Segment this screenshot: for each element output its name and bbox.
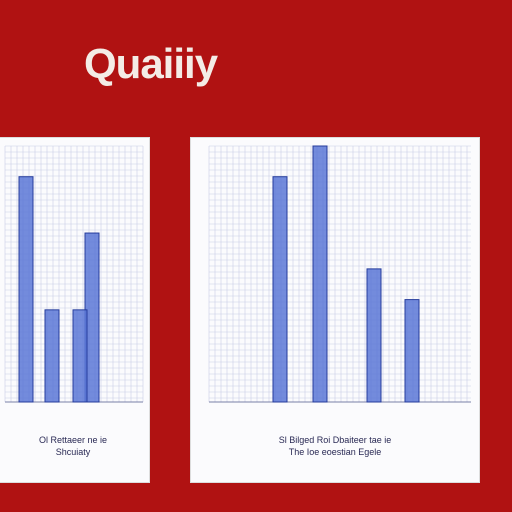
bar <box>72 309 88 403</box>
caption-line: The Ioe eoestian Egele <box>288 447 382 457</box>
bar-chart-left <box>4 145 144 403</box>
bar <box>366 268 382 403</box>
chart-panel-left: Ol Rettaeer ne ie Shcuiaty <box>0 137 150 483</box>
bar <box>272 176 288 403</box>
bar-chart-right <box>208 145 471 403</box>
grid <box>208 145 471 402</box>
chart-caption-right: Sl Bilged Roi Dbaiteer tae ie The Ioe eo… <box>191 434 479 458</box>
bar <box>404 299 420 403</box>
bar <box>44 309 60 403</box>
chart-caption-left: Ol Rettaeer ne ie Shcuiaty <box>0 434 149 458</box>
bar <box>18 176 34 403</box>
caption-line: Ol Rettaeer ne ie <box>38 435 108 445</box>
caption-line: Shcuiaty <box>55 447 91 457</box>
bar <box>312 145 328 403</box>
caption-line: Sl Bilged Roi Dbaiteer tae ie <box>278 435 392 445</box>
chart-panel-right: Sl Bilged Roi Dbaiteer tae ie The Ioe eo… <box>190 137 480 483</box>
page-title: Quaiiiy <box>84 40 218 87</box>
